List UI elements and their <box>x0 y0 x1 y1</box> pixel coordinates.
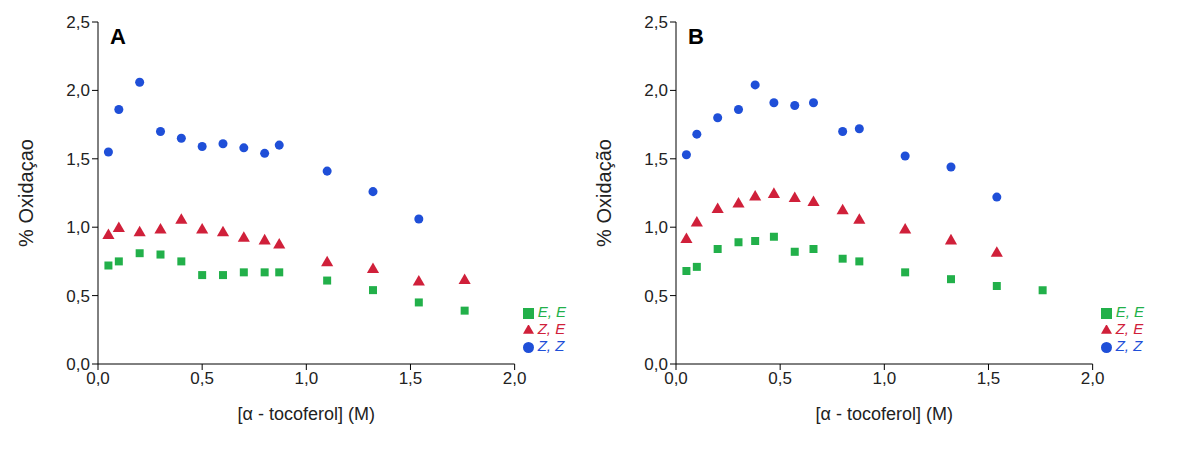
svg-text:0,0: 0,0 <box>66 355 90 374</box>
svg-text:0,5: 0,5 <box>190 369 214 388</box>
svg-text:0,5: 0,5 <box>644 287 668 306</box>
svg-text:1,0: 1,0 <box>66 218 90 237</box>
svg-text:[α - tocoferol] (M): [α - tocoferol] (M) <box>238 404 375 424</box>
svg-text:1,5: 1,5 <box>644 150 668 169</box>
html-text:B: B <box>688 24 704 49</box>
svg-text:0,5: 0,5 <box>768 369 792 388</box>
svg-text:1,5: 1,5 <box>66 150 90 169</box>
svg-text:% Oxidaçao: % Oxidaçao <box>15 139 37 247</box>
svg-text:1,0: 1,0 <box>295 369 319 388</box>
svg-text:0,0: 0,0 <box>664 369 688 389</box>
svg-text:2,5: 2,5 <box>644 13 668 32</box>
html-text:Z, E: Z, E <box>1115 320 1144 337</box>
svg-text:0,5: 0,5 <box>66 287 90 306</box>
html-text:Z, Z: Z, Z <box>537 337 565 354</box>
svg-text:0,0: 0,0 <box>86 369 110 389</box>
svg-text:1,0: 1,0 <box>873 369 897 388</box>
html-text:E, E: E, E <box>1115 303 1144 320</box>
svg-text:2,0: 2,0 <box>66 81 90 100</box>
html-text:Z, Z: Z, Z <box>1115 337 1143 354</box>
html-text:A: A <box>110 24 126 49</box>
svg-text:% Oxidação: % Oxidação <box>593 139 615 247</box>
svg-text:1,5: 1,5 <box>977 369 1001 388</box>
svg-text:2,5: 2,5 <box>66 13 90 32</box>
svg-text:0,0: 0,0 <box>644 355 668 374</box>
svg-text:[α - tocoferol] (M): [α - tocoferol] (M) <box>816 404 953 424</box>
svg-text:2,0: 2,0 <box>503 369 527 388</box>
svg-text:1,0: 1,0 <box>644 218 668 237</box>
svg-text:2,0: 2,0 <box>644 81 668 100</box>
svg-text:2,0: 2,0 <box>1081 369 1105 388</box>
html-text:Z, E: Z, E <box>537 320 566 337</box>
html-text:E, E: E, E <box>537 303 566 320</box>
svg-text:1,5: 1,5 <box>399 369 423 388</box>
